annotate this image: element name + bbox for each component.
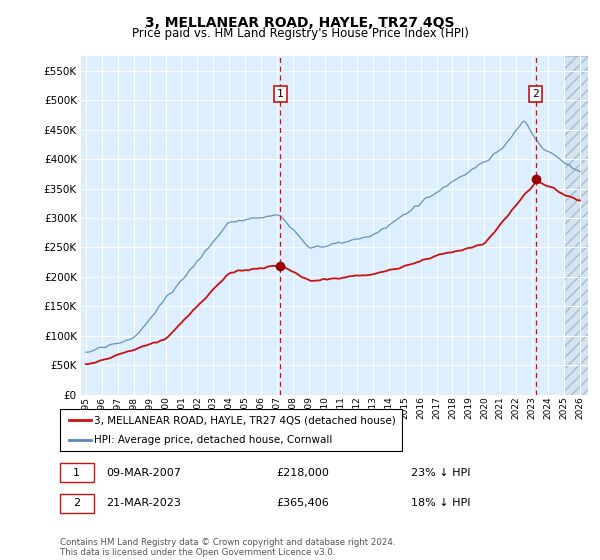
Text: Contains HM Land Registry data © Crown copyright and database right 2024.
This d: Contains HM Land Registry data © Crown c… [60,538,395,557]
Text: 2: 2 [73,498,80,508]
Text: 18% ↓ HPI: 18% ↓ HPI [411,498,470,508]
Text: 3, MELLANEAR ROAD, HAYLE, TR27 4QS: 3, MELLANEAR ROAD, HAYLE, TR27 4QS [145,16,455,30]
Text: 1: 1 [73,468,80,478]
Text: HPI: Average price, detached house, Cornwall: HPI: Average price, detached house, Corn… [94,435,332,445]
Text: 09-MAR-2007: 09-MAR-2007 [106,468,181,478]
Text: 3, MELLANEAR ROAD, HAYLE, TR27 4QS (detached house): 3, MELLANEAR ROAD, HAYLE, TR27 4QS (deta… [94,415,396,425]
FancyBboxPatch shape [60,494,94,513]
FancyBboxPatch shape [60,463,94,482]
Bar [564,56,588,395]
Text: 2: 2 [532,89,539,99]
Bar [564,56,588,395]
Text: 21-MAR-2023: 21-MAR-2023 [106,498,181,508]
Text: 23% ↓ HPI: 23% ↓ HPI [411,468,470,478]
Text: 1: 1 [277,89,284,99]
Text: £365,406: £365,406 [277,498,329,508]
Text: £218,000: £218,000 [277,468,329,478]
Text: Price paid vs. HM Land Registry's House Price Index (HPI): Price paid vs. HM Land Registry's House … [131,27,469,40]
